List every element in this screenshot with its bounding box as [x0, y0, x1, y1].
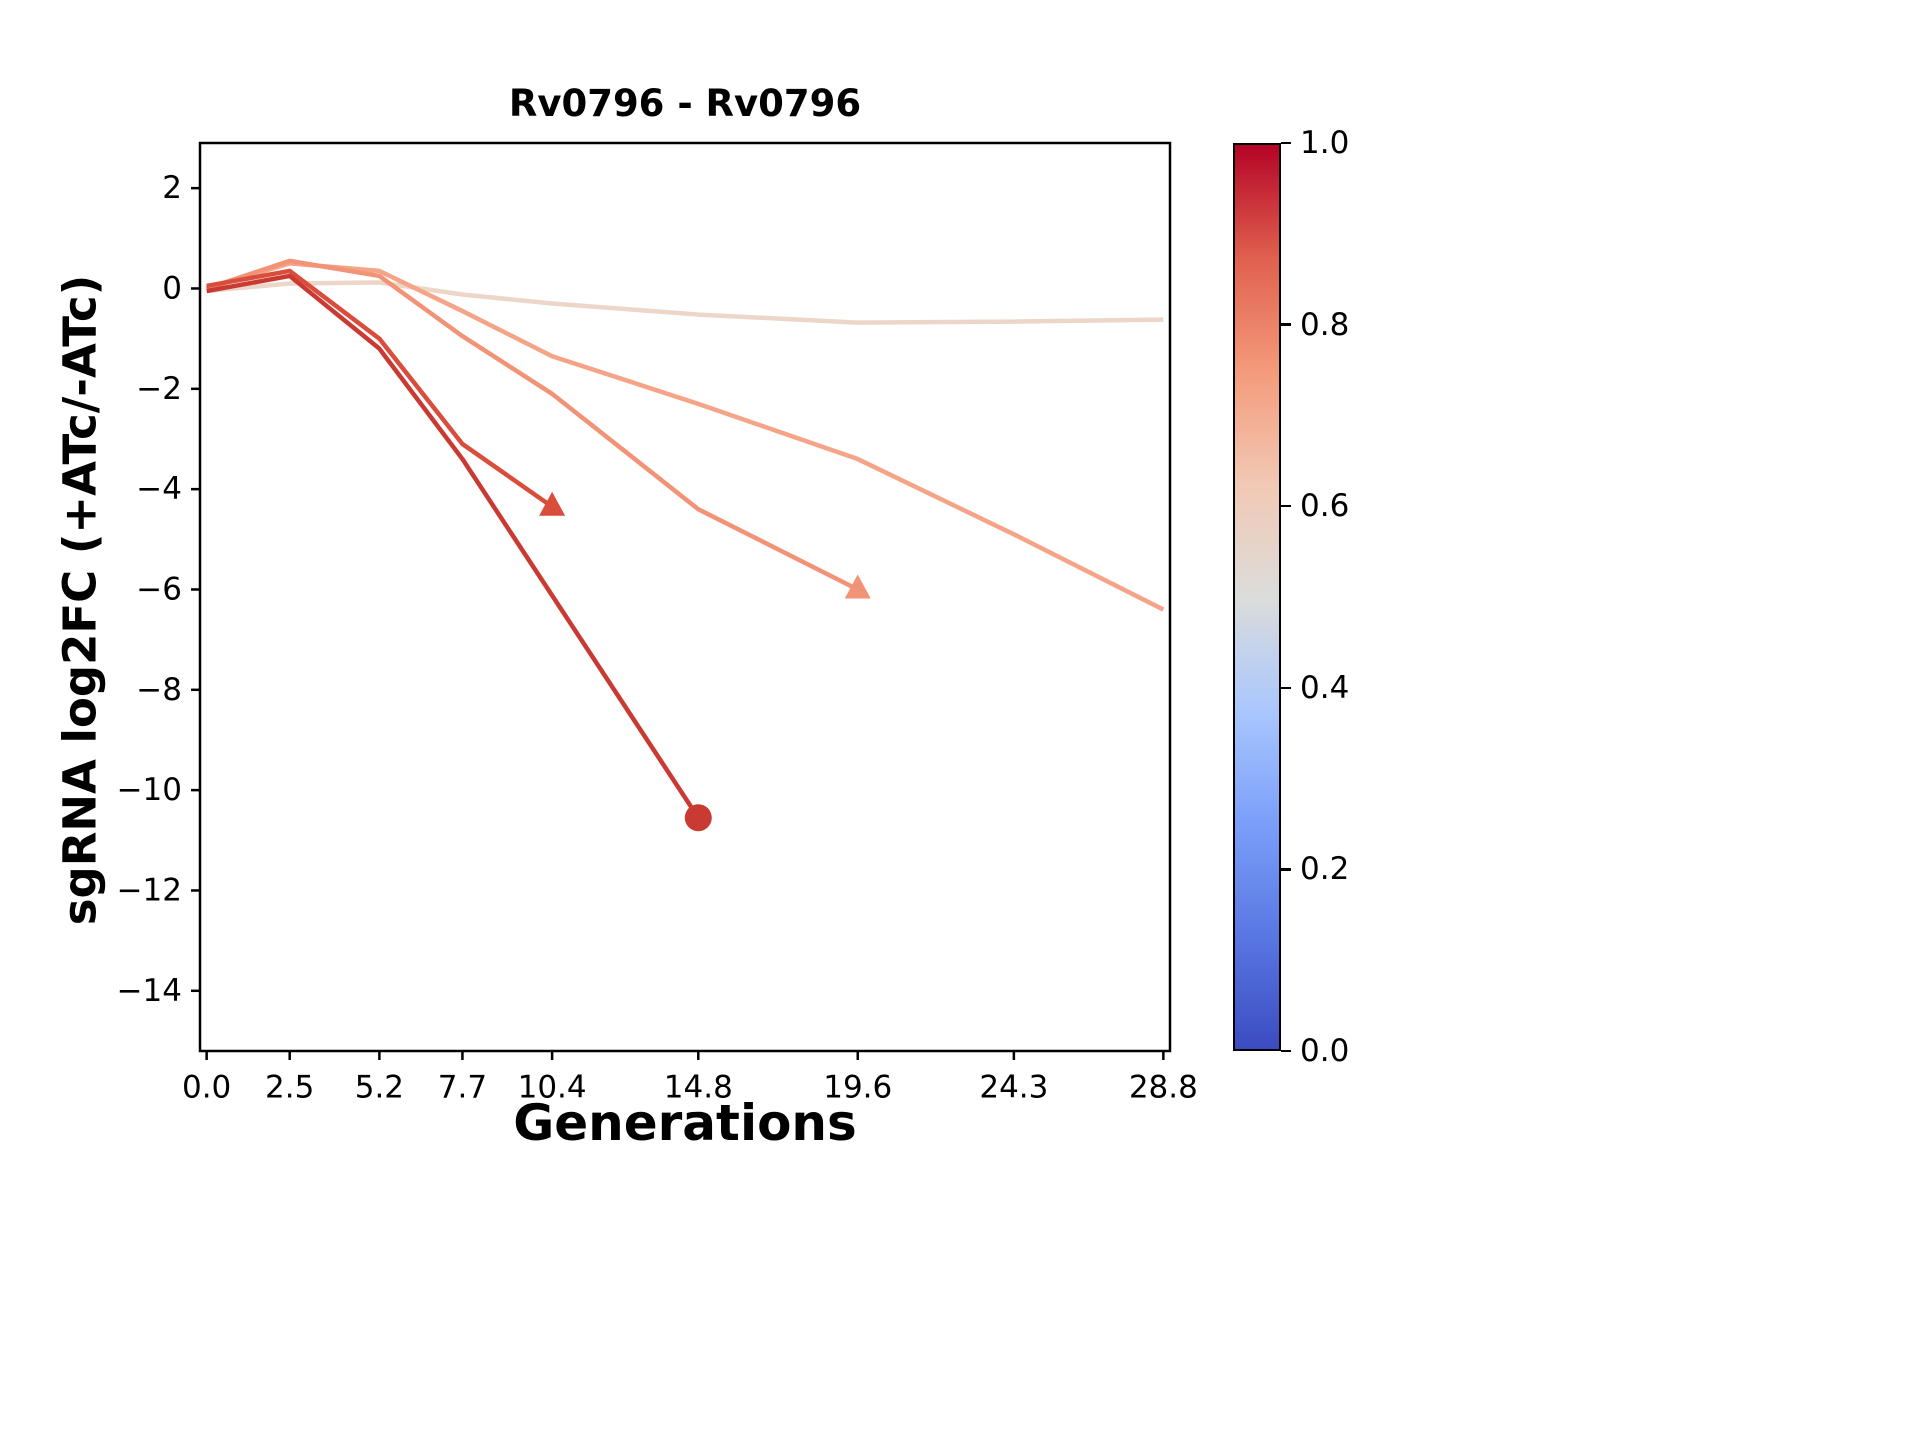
colorbar-tick	[1281, 141, 1291, 145]
colorbar-outline	[1233, 143, 1281, 1051]
x-tick-label: 10.4	[518, 1069, 587, 1105]
series-line-line-5	[206, 273, 701, 819]
y-tick-label: −14	[117, 973, 182, 1009]
series-line-line-1	[206, 280, 1164, 325]
x-tick-label: 7.7	[438, 1069, 487, 1105]
colorbar-gradient	[1235, 145, 1279, 1049]
series-end-marker-triangle-line-3	[844, 574, 871, 599]
series-end-marker-circle-line-5	[684, 804, 712, 832]
x-tick-label: 14.8	[664, 1069, 733, 1105]
x-tick-label: 2.5	[265, 1069, 314, 1105]
colorbar-tick	[1281, 504, 1291, 508]
series-line-line-3	[205, 258, 859, 592]
series-line-line-4	[206, 268, 554, 509]
y-tick-label: 2	[162, 170, 182, 206]
y-tick-label: −8	[136, 672, 182, 708]
chart-title: Rv0796 - Rv0796	[508, 82, 862, 125]
x-tick-label: 24.3	[979, 1069, 1048, 1105]
y-tick-label: −6	[136, 571, 182, 607]
y-tick-label: 0	[162, 270, 182, 306]
colorbar-tick	[1281, 1049, 1291, 1053]
colorbar-tick	[1281, 323, 1291, 326]
x-tick-label: 0.0	[182, 1069, 231, 1105]
plot-border	[198, 141, 1172, 1053]
x-tick-label: 5.2	[355, 1069, 404, 1105]
colorbar-tick-label: 0.4	[1300, 669, 1350, 706]
colorbar-tick-label: 0.0	[1300, 1033, 1350, 1069]
series-end-marker-triangle-line-4	[539, 491, 566, 516]
x-tick-label: 19.6	[823, 1069, 892, 1105]
y-tick-label: −12	[117, 872, 182, 908]
x-tick-label: 28.8	[1129, 1069, 1198, 1105]
colorbar-tick-label: 0.2	[1300, 851, 1350, 888]
y-tick-label: −10	[117, 772, 182, 808]
colorbar-tick-label: 0.8	[1300, 306, 1350, 343]
colorbar-tick-label: 0.6	[1300, 488, 1350, 525]
colorbar-tick	[1281, 868, 1291, 871]
y-tick-label: −4	[136, 471, 182, 507]
colorbar-tick-label: 1.0	[1300, 125, 1350, 161]
colorbar-tick	[1281, 686, 1291, 690]
y-tick-label: −2	[136, 371, 182, 407]
y-axis-label: sgRNA log2FC (+ATc/-ATc)	[53, 274, 107, 926]
x-axis-label: Generations	[513, 1094, 857, 1152]
